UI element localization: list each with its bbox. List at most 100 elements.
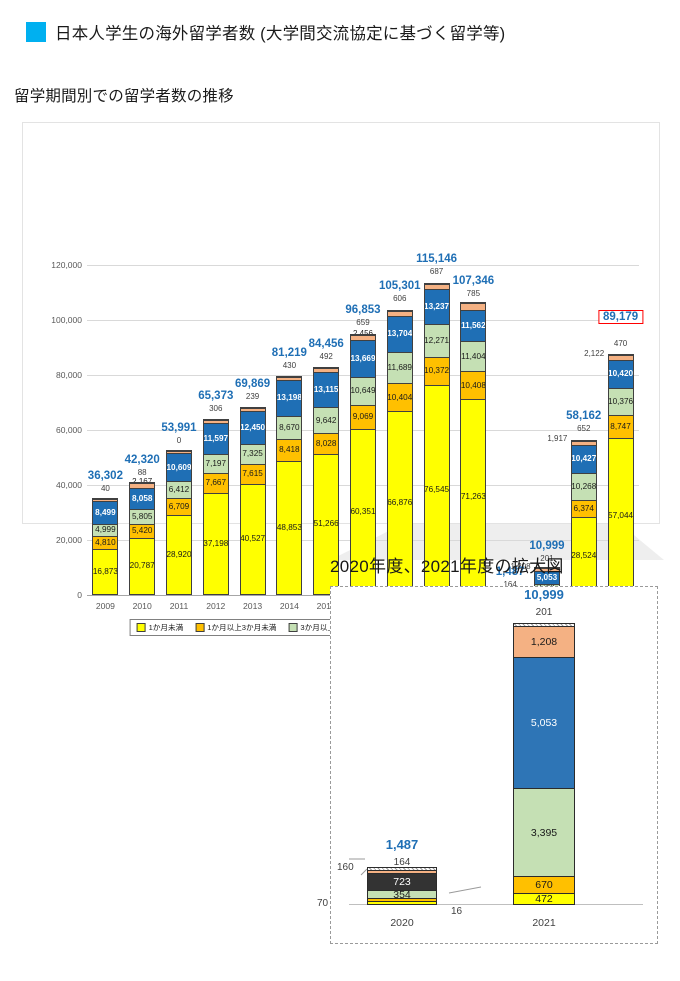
bar-column[interactable]: 89,179 470 2,122 57,044 8,747 10,376 10,420 (584, 265, 644, 595)
stacked-bar[interactable]: 71,263 10,408 11,404 11,562 (460, 300, 487, 595)
bar-segment: 71,263 (460, 399, 487, 595)
stacked-bar[interactable]: 28,524 6,374 10,268 10,427 (570, 435, 597, 595)
bar-segment-label: 10,420 (608, 369, 634, 379)
bar-group: 36,3024016,8734,8104,9998,49942,320882,1… (87, 253, 644, 596)
bar-segment: 48,853 (276, 460, 303, 595)
unknown-value-label: 40 (100, 484, 110, 494)
bar-segment-label: 76,545 (424, 484, 450, 494)
legend-label: 1か月以上3か月未満 (207, 623, 277, 632)
bar-segment-label: 10,376 (608, 396, 634, 406)
bar-column[interactable]: 105,301 606 66,876 10,404 11,689 13,704 (378, 265, 421, 595)
bar-segment-label: 9,069 (352, 412, 374, 422)
bar-segment: 13,669 (349, 340, 376, 378)
stacked-bar[interactable]: 20,787 5,420 5,805 8,058 (129, 479, 156, 595)
bar-segment-label: 11,597 (203, 433, 229, 443)
bar-segment: 12,271 (423, 324, 450, 358)
bar-column[interactable]: 69,869 239 40,527 7,615 7,325 12,450 (234, 265, 271, 595)
legend-item[interactable]: 1か月未満 (136, 622, 183, 633)
unknown-value-label: 470 (613, 338, 628, 348)
bar-column[interactable]: 58,162 652 1,917 28,524 6,374 10,268 10,427 (547, 265, 602, 595)
bar-segment: 8,028 (313, 432, 340, 456)
inset-stacked-bar[interactable]: 354 723 (367, 866, 437, 905)
bar-segment-label: 10,372 (424, 366, 450, 376)
bar-segment: 10,427 (570, 445, 597, 474)
bar-segment: 11,562 (460, 310, 487, 343)
bar-segment: 8,670 (276, 415, 303, 440)
bar-segment-label: 6,412 (168, 485, 190, 495)
bar-column[interactable]: 1,487164160 (480, 265, 529, 596)
bar-segment: 10,649 (349, 376, 376, 407)
bar-segment-label: 8,747 (610, 422, 631, 432)
bar-segment-label: 71,263 (460, 491, 486, 501)
bar-segment-label: 57,044 (608, 511, 634, 521)
legend-swatch (195, 623, 205, 632)
bar-segment-label: 13,237 (424, 301, 450, 311)
bar-segment: 13,198 (276, 380, 303, 417)
legend-item[interactable]: 1か月以上3か月未満 (195, 622, 276, 633)
bar-segment: 13,237 (423, 288, 450, 326)
bar-total-label: 1,487 (495, 565, 525, 578)
stacked-bar[interactable]: 57,044 8,747 10,376 10,420 (607, 350, 634, 595)
bar-column[interactable]: 65,373 306 37,198 7,667 7,197 11,597 (197, 265, 234, 595)
stacked-bar[interactable]: 51,266 8,028 9,642 13,115 (313, 363, 340, 595)
bar-segment-label: 60,351 (350, 506, 376, 516)
bar-column[interactable]: 81,219 430 48,853 8,418 8,670 13,198 (271, 265, 308, 595)
stacked-bar[interactable]: 48,853 8,418 8,670 13,198 (276, 372, 303, 595)
bar-total-label: 89,179 (597, 309, 644, 324)
inset-bar-segment-label: 354 (393, 890, 411, 900)
inset-bar-segment: 472 (513, 892, 575, 905)
bar-segment: 10,408 (460, 371, 487, 401)
bar-segment-label: 37,198 (203, 538, 229, 548)
bar-segment: 40,527 (239, 483, 266, 595)
bar-column[interactable]: 107,346 785 71,263 10,408 11,404 11,562 (453, 265, 494, 595)
x-axis-tick-label: 2010 (132, 601, 152, 611)
bar-segment-label: 28,524 (571, 550, 597, 560)
bar-segment: 76,545 (423, 384, 450, 595)
bar-column[interactable]: 115,146 687 76,545 10,372 12,271 13,237 (416, 253, 457, 595)
bar-segment: 10,268 (570, 472, 597, 502)
bar-segment-label: 9,642 (315, 415, 337, 425)
bar-segment-label: 4,999 (95, 525, 116, 535)
inset-stacked-bar[interactable]: 472 670 3,395 5,053 1,208 (513, 616, 575, 905)
bar-segment-label: 16,873 (92, 566, 118, 576)
gridline (87, 320, 639, 321)
bar-segment-label: 5,053 (536, 572, 558, 582)
one-year-plus-label: 1,208 (510, 561, 531, 571)
inset-unknown-label: 164 (393, 856, 411, 868)
bar-segment-label: 13,198 (276, 393, 302, 403)
main-chart-plot: 0 20,000 40,000 60,000 80,000 100,000 120,000 3… (51, 155, 644, 600)
bar-segment-label: 10,404 (387, 392, 413, 402)
unknown-value-label: 306 (209, 404, 223, 414)
x-axis-tick-label: 2009 (95, 601, 115, 611)
stacked-bar[interactable]: 66,876 10,404 11,689 13,704 (386, 305, 413, 595)
stacked-bar[interactable]: 76,545 10,372 12,271 13,237 (423, 278, 450, 595)
inset-bar-segment-label: 723 (393, 876, 411, 889)
bar-segment-label: 10,609 (166, 462, 192, 472)
bar-segment: 9,069 (349, 405, 376, 431)
bar-column[interactable]: 36,302 40 16,873 4,810 4,999 8,499 (87, 265, 124, 595)
stacked-bar[interactable]: 28,920 6,709 6,412 10,609 (165, 447, 192, 595)
stacked-bar[interactable]: 16,873 4,810 4,999 8,499 (92, 495, 119, 595)
inset-bar-segment-label: 3,395 (530, 826, 558, 839)
bar-column[interactable]: 84,456 492 51,266 8,028 9,642 13,115 (308, 265, 345, 595)
bar-segment: 7,667 (202, 472, 229, 494)
bar-segment: 16,873 (92, 548, 119, 595)
bar-segment: 13,704 (386, 315, 413, 354)
inset-bar-total-label: 1,487 (385, 836, 419, 852)
y-axis-tick-label: 120,000 (51, 260, 82, 270)
bar-column[interactable]: 53,991 0 28,920 6,709 6,412 10,609 (161, 265, 198, 595)
bar-total-label: 105,301 (378, 280, 421, 293)
bar-segment-label: 8,028 (315, 438, 337, 448)
bar-segment: 28,920 (165, 515, 192, 595)
stacked-bar[interactable]: 60,351 9,069 10,649 13,669 (349, 329, 376, 595)
stacked-bar[interactable]: 37,198 7,667 7,197 11,597 (202, 415, 229, 595)
bar-segment-label: 12,271 (424, 336, 450, 346)
unknown-value-label: 687 (429, 267, 444, 277)
stacked-bar[interactable]: 40,527 7,615 7,325 12,450 (239, 403, 266, 595)
legend-swatch (136, 623, 146, 632)
bar-segment: 7,197 (202, 453, 229, 474)
bar-segment: 13,115 (313, 372, 340, 409)
